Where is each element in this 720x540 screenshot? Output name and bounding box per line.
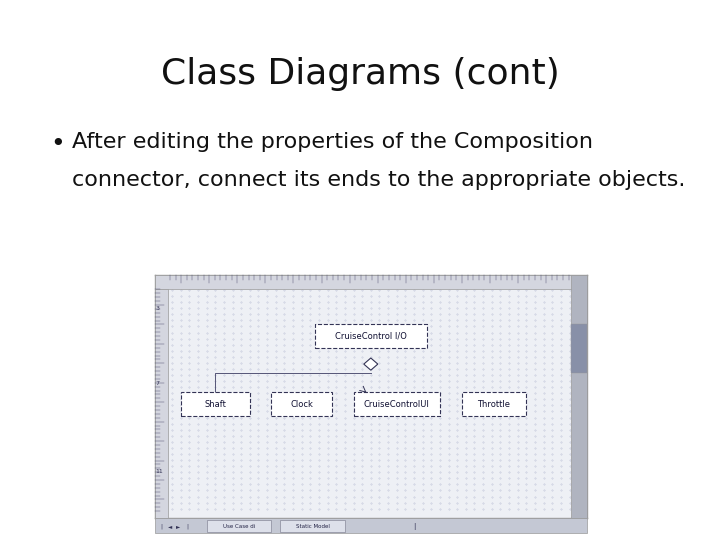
FancyBboxPatch shape (462, 392, 526, 416)
Text: Throttle: Throttle (477, 400, 510, 409)
Text: CruiseControl I/O: CruiseControl I/O (335, 332, 407, 341)
Text: connector, connect its ends to the appropriate objects.: connector, connect its ends to the appro… (72, 170, 685, 190)
Text: CruiseControlUI: CruiseControlUI (364, 400, 430, 409)
Text: 3: 3 (156, 306, 160, 310)
Text: Static Model: Static Model (295, 524, 330, 529)
Bar (280, 519, 345, 532)
FancyBboxPatch shape (181, 392, 250, 416)
Text: 11: 11 (156, 469, 163, 474)
Text: Use Case di: Use Case di (223, 524, 255, 529)
Text: |: | (161, 524, 162, 529)
Text: 7: 7 (156, 381, 160, 386)
Text: Class Diagrams (cont): Class Diagrams (cont) (161, 57, 559, 91)
FancyBboxPatch shape (271, 392, 332, 416)
Bar (155, 289, 168, 518)
Text: |: | (186, 524, 188, 529)
Text: Clock: Clock (290, 400, 313, 409)
Bar (155, 275, 587, 289)
Bar (571, 275, 587, 518)
FancyBboxPatch shape (354, 392, 440, 416)
Text: After editing the properties of the Composition: After editing the properties of the Comp… (72, 132, 593, 152)
Text: •: • (50, 132, 65, 156)
Bar (155, 518, 587, 533)
Text: |: | (413, 523, 415, 530)
Text: ◄: ◄ (168, 524, 172, 529)
FancyBboxPatch shape (315, 324, 427, 348)
Bar (207, 519, 271, 532)
Text: ►: ► (176, 524, 181, 529)
Bar (571, 324, 587, 373)
Polygon shape (364, 358, 378, 370)
Text: Shaft: Shaft (204, 400, 226, 409)
